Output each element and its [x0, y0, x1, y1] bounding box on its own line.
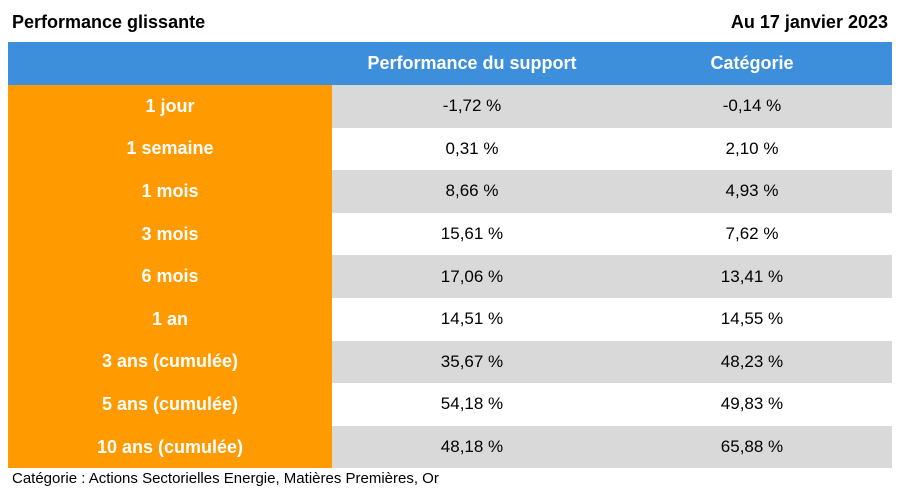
- table-row: 6 mois 17,06 % 13,41 %: [8, 255, 892, 298]
- table-header-row: Performance du support Catégorie: [8, 42, 892, 85]
- categorie-cell: 48,23 %: [612, 340, 892, 384]
- table-row: 1 an 14,51 % 14,55 %: [8, 297, 892, 341]
- categorie-cell: 14,55 %: [612, 297, 892, 341]
- support-cell: 14,51 %: [332, 297, 612, 341]
- period-cell: 1 an: [8, 297, 332, 341]
- table-row: 1 mois 8,66 % 4,93 %: [8, 170, 892, 213]
- category-footnote: Catégorie : Actions Sectorielles Energie…: [12, 470, 439, 487]
- table-row: 3 ans (cumulée) 35,67 % 48,23 %: [8, 340, 892, 384]
- period-cell: 1 jour: [8, 85, 332, 128]
- table-row: 1 semaine 0,31 % 2,10 %: [8, 127, 892, 171]
- support-cell: 48,18 %: [332, 425, 612, 469]
- categorie-cell: -0,14 %: [612, 85, 892, 128]
- table-row: 5 ans (cumulée) 54,18 % 49,83 %: [8, 383, 892, 426]
- categorie-cell: 13,41 %: [612, 255, 892, 298]
- support-cell: 17,06 %: [332, 255, 612, 298]
- period-cell: 5 ans (cumulée): [8, 383, 332, 426]
- period-cell: 1 semaine: [8, 127, 332, 171]
- table-row: 10 ans (cumulée) 48,18 % 65,88 %: [8, 425, 892, 469]
- period-cell: 1 mois: [8, 170, 332, 213]
- categorie-cell: 65,88 %: [612, 425, 892, 469]
- categorie-cell: 2,10 %: [612, 127, 892, 171]
- categorie-cell: 7,62 %: [612, 212, 892, 256]
- title-bar: Performance glissante Au 17 janvier 2023: [12, 10, 888, 34]
- table-row: 1 jour -1,72 % -0,14 %: [8, 85, 892, 128]
- categorie-cell: 4,93 %: [612, 170, 892, 213]
- period-cell: 10 ans (cumulée): [8, 425, 332, 469]
- support-cell: 15,61 %: [332, 212, 612, 256]
- support-cell: 54,18 %: [332, 383, 612, 426]
- period-cell: 3 ans (cumulée): [8, 340, 332, 384]
- support-cell: 0,31 %: [332, 127, 612, 171]
- performance-table: Performance du support Catégorie 1 jour …: [8, 42, 892, 469]
- categorie-cell: 49,83 %: [612, 383, 892, 426]
- support-cell: 35,67 %: [332, 340, 612, 384]
- period-cell: 3 mois: [8, 212, 332, 256]
- support-cell: 8,66 %: [332, 170, 612, 213]
- header-period: [8, 42, 332, 85]
- period-cell: 6 mois: [8, 255, 332, 298]
- header-support: Performance du support: [367, 53, 577, 73]
- table-row: 3 mois 15,61 % 7,62 %: [8, 212, 892, 256]
- header-categorie: Catégorie: [710, 53, 794, 73]
- as-of-date: Au 17 janvier 2023: [730, 11, 888, 32]
- support-cell: -1,72 %: [332, 85, 612, 128]
- page-title: Performance glissante: [12, 11, 206, 32]
